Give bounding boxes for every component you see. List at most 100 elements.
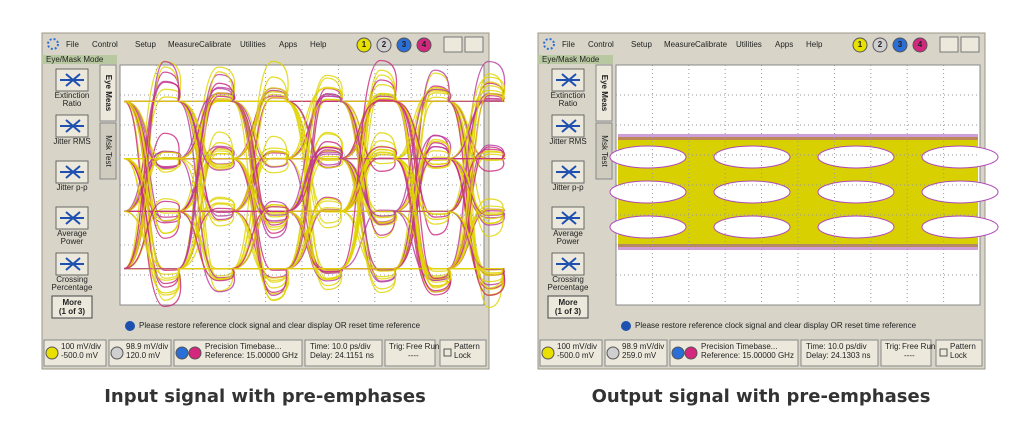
button-icon: [556, 165, 580, 179]
lock-icon: [939, 348, 948, 357]
menu-item[interactable]: Calibrate: [695, 40, 728, 49]
channel-button[interactable]: [852, 37, 868, 53]
readout-text: Pattern: [454, 342, 480, 351]
readout-text: 100 mV/div: [557, 342, 597, 351]
button-label: Power: [557, 237, 580, 246]
lock-icon: [443, 348, 452, 357]
info-icon: [125, 321, 135, 331]
tab-label: Eye Meas: [600, 75, 609, 112]
button-label: Jitter p-p: [552, 183, 584, 192]
readout-text: ----: [408, 351, 419, 360]
menu-item[interactable]: Help: [806, 40, 823, 49]
readout-text: Reference: 15.00000 GHz: [205, 351, 298, 360]
channel-button[interactable]: [416, 37, 432, 53]
eye-opening: [609, 180, 687, 204]
minimize-button[interactable]: [939, 36, 959, 53]
readout-text: Pattern: [950, 342, 976, 351]
readout-text: 98.9 mV/div: [622, 342, 664, 351]
eye-trace: [123, 93, 504, 289]
tab-label: Msk Test: [104, 135, 113, 167]
menu-item[interactable]: Help: [310, 40, 327, 49]
menu-item[interactable]: File: [66, 40, 79, 49]
readout-text: Free Run: [406, 342, 439, 351]
readout-text: Precision Timebase...: [701, 342, 777, 351]
button-label: Extinction: [55, 91, 90, 100]
ch-badge: [606, 346, 620, 360]
channel-button[interactable]: [356, 37, 372, 53]
mode-strip: [42, 55, 117, 64]
eye-trace: [124, 86, 504, 270]
channel-button[interactable]: [892, 37, 908, 53]
menu-item[interactable]: Measure: [664, 40, 696, 49]
menu-item[interactable]: Setup: [135, 40, 156, 49]
button-label: Crossing: [56, 275, 88, 284]
pattern-lock-button[interactable]: [935, 339, 983, 367]
tab[interactable]: [99, 64, 117, 122]
pattern-lock-button[interactable]: [439, 339, 487, 367]
channel-button[interactable]: [396, 37, 412, 53]
more-label: (1 of 3): [59, 307, 86, 316]
menu-item[interactable]: Setup: [631, 40, 652, 49]
restore-button[interactable]: [960, 36, 980, 53]
time-readout[interactable]: [304, 339, 383, 367]
trigger-readout[interactable]: [384, 339, 436, 367]
status-message: Please restore reference clock signal an…: [139, 321, 421, 330]
menu-item[interactable]: Control: [92, 40, 118, 49]
scope-window: File Control Setup Measure Calibrate Utilitie…: [537, 32, 999, 370]
channel-number: 1: [858, 40, 863, 49]
ch2-readout[interactable]: [108, 339, 172, 367]
eye-trace: [124, 100, 504, 277]
time-readout[interactable]: [800, 339, 879, 367]
ch-badge: [188, 346, 202, 360]
readout-text: Lock: [454, 351, 472, 360]
timebase-readout[interactable]: [173, 339, 303, 367]
menu-item[interactable]: Utilities: [240, 40, 266, 49]
button-icon: [556, 257, 580, 271]
menu-item[interactable]: Calibrate: [199, 40, 232, 49]
trigger-readout[interactable]: [880, 339, 932, 367]
tab[interactable]: [595, 122, 613, 180]
button-icon: [60, 165, 84, 179]
channel-button[interactable]: [912, 37, 928, 53]
more-button[interactable]: [547, 295, 589, 319]
menu-item[interactable]: Apps: [775, 40, 793, 49]
ch-badge: [45, 346, 59, 360]
ch-badge: [671, 346, 685, 360]
readout-text: 98.9 mV/div: [126, 342, 168, 351]
button-label: Power: [61, 237, 84, 246]
eye-opening: [609, 215, 687, 239]
mode-label: Eye/Mask Mode: [46, 55, 104, 64]
ch-badge: [175, 346, 189, 360]
button-label: Percentage: [52, 283, 93, 292]
menu-item[interactable]: Apps: [279, 40, 297, 49]
button-icon: [60, 73, 84, 87]
eye-trace: [124, 95, 506, 226]
tab[interactable]: [595, 64, 613, 122]
menu-item[interactable]: File: [562, 40, 575, 49]
button-label: Ratio: [63, 99, 82, 108]
menu-item[interactable]: Measure: [168, 40, 200, 49]
channel-number: 1: [362, 40, 367, 49]
menu-item[interactable]: Utilities: [736, 40, 762, 49]
mode-strip: [538, 55, 613, 64]
info-icon: [621, 321, 631, 331]
channel-number: 4: [422, 40, 427, 49]
readout-text: Trig:: [885, 342, 901, 351]
readout-text: 120.0 mV: [126, 351, 161, 360]
eye-opening: [713, 145, 791, 169]
readout-text: Free Run: [902, 342, 935, 351]
tab[interactable]: [99, 122, 117, 180]
restore-button[interactable]: [464, 36, 484, 53]
more-label: More: [62, 298, 82, 307]
eye-opening: [921, 145, 999, 169]
menu-item[interactable]: Control: [588, 40, 614, 49]
channel-button[interactable]: [872, 37, 888, 53]
readout-text: Reference: 15.00000 GHz: [701, 351, 794, 360]
button-icon: [60, 119, 84, 133]
status-message: Please restore reference clock signal an…: [635, 321, 917, 330]
more-button[interactable]: [51, 295, 93, 319]
channel-button[interactable]: [376, 37, 392, 53]
minimize-button[interactable]: [443, 36, 463, 53]
button-label: Jitter RMS: [53, 137, 90, 146]
